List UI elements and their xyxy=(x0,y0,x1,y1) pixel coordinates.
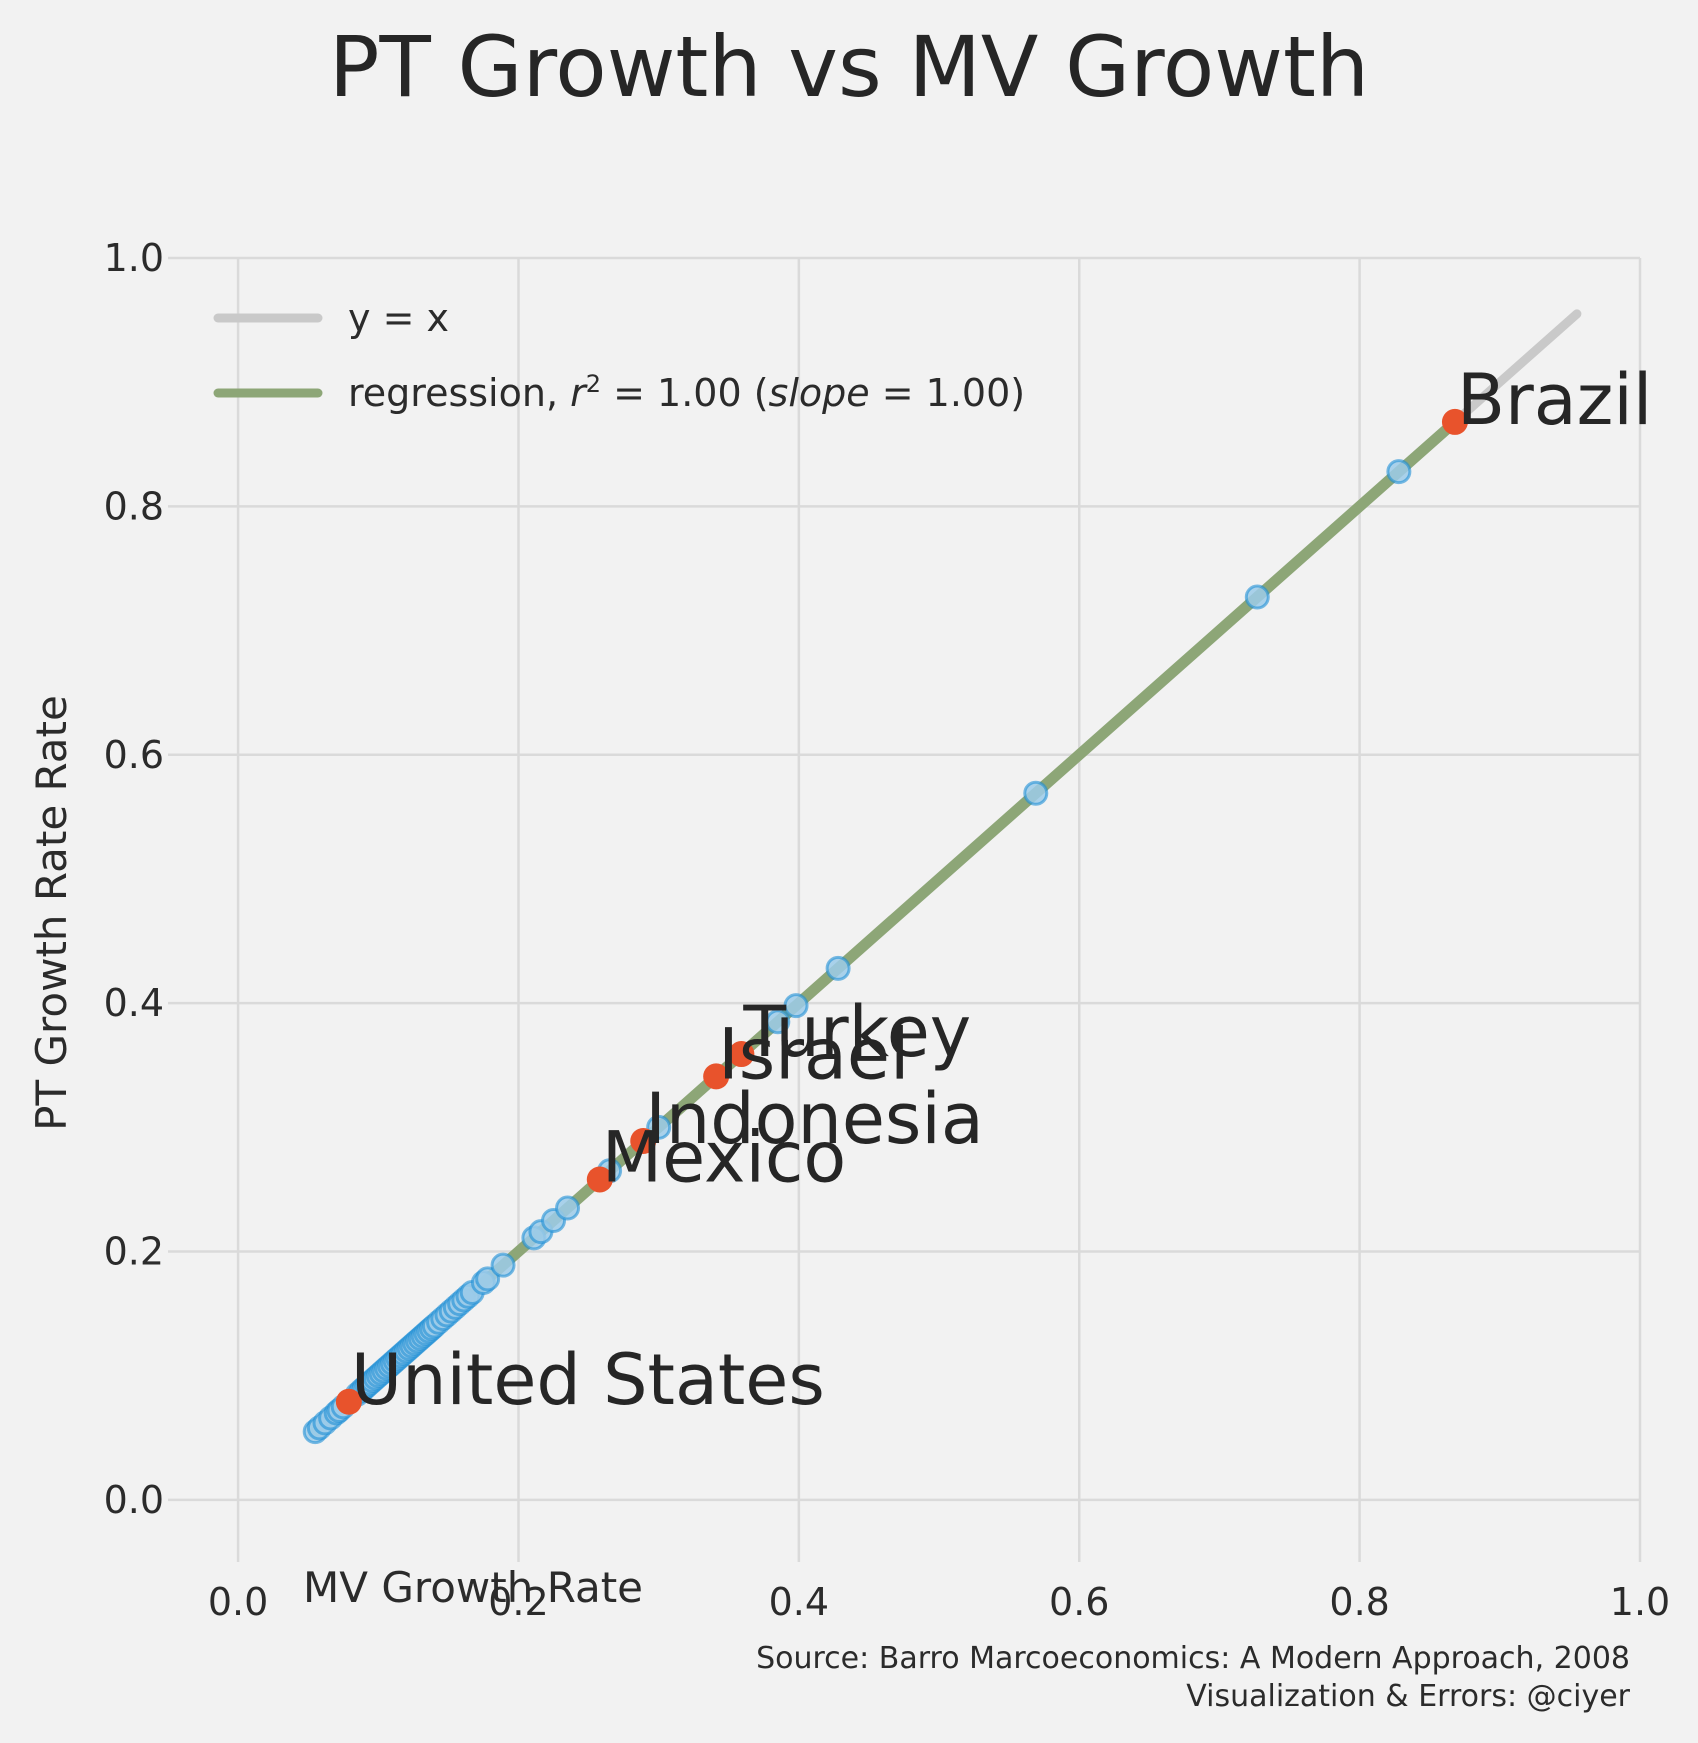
points xyxy=(302,408,1468,1445)
x-tick-label: 0.4 xyxy=(769,1580,829,1624)
data-point xyxy=(1386,459,1412,485)
country-label: Brazil xyxy=(1457,359,1652,441)
data-point xyxy=(555,1195,581,1221)
x-tick-label: 0.8 xyxy=(1329,1580,1389,1624)
country-label: Turkey xyxy=(742,991,971,1073)
annotations: United States MexicoIndonesiaIsraelTurkey… xyxy=(351,359,1652,1421)
data-point xyxy=(1023,780,1049,806)
y-tick-label: 1.0 xyxy=(104,236,164,280)
legend-slope-value: = 1.00) xyxy=(870,371,1025,415)
y-tick-label: 0.6 xyxy=(104,733,164,777)
legend-regression-label: regression, r2 = 1.00 (slope = 1.00) xyxy=(348,370,1025,415)
y-tick-label: 0.0 xyxy=(104,1478,164,1522)
x-tick-label: 0.0 xyxy=(208,1580,268,1624)
legend-r2-value: = 1.00 ( xyxy=(601,371,769,415)
y-axis-label: PT Growth Rate Rate xyxy=(27,695,76,1131)
data-point xyxy=(475,1266,501,1292)
chart-title: PT Growth vs MV Growth xyxy=(329,18,1369,116)
country-label: Indonesia xyxy=(645,1078,984,1160)
x-tick-label: 0.2 xyxy=(488,1580,548,1624)
data-point xyxy=(490,1252,516,1278)
legend-r2-exp: 2 xyxy=(586,370,601,398)
source-line-2: Visualization & Errors: @ciyer xyxy=(1186,1679,1630,1714)
source-line-1: Source: Barro Marcoeconomics: A Modern A… xyxy=(756,1641,1630,1676)
legend-regression-prefix: regression, xyxy=(348,371,570,415)
highlighted-point xyxy=(335,1388,362,1415)
y-tick-label: 0.4 xyxy=(104,981,164,1025)
legend-identity-label: y = x xyxy=(348,296,449,340)
legend-r2-var: r xyxy=(570,371,588,415)
data-point xyxy=(825,955,851,981)
legend-slope-var: slope xyxy=(769,371,870,415)
highlighted-point xyxy=(630,1127,657,1154)
legend: y = x regression, r2 = 1.00 (slope = 1.0… xyxy=(213,296,1025,415)
data-point xyxy=(1244,584,1270,610)
country-label: Israel xyxy=(718,1013,909,1095)
highlighted-point xyxy=(586,1166,613,1193)
x-tick-label: 1.0 xyxy=(1610,1580,1670,1624)
x-axis-label: MV Growth Rate xyxy=(303,1563,643,1612)
highlighted-point xyxy=(728,1041,755,1068)
y-tick-label: 0.8 xyxy=(104,484,164,528)
ticks: 0.0 0.2 0.4 0.6 0.8 1.0 0.0 0.2 0.4 0.6 0.8 1.0 xyxy=(104,236,1671,1624)
highlighted-point xyxy=(1441,408,1468,435)
data-point xyxy=(765,1009,791,1035)
country-label: United States xyxy=(351,1339,825,1421)
x-tick-label: 0.6 xyxy=(1049,1580,1109,1624)
grid xyxy=(168,256,1642,1562)
data-point xyxy=(783,993,809,1019)
highlighted-point xyxy=(703,1063,730,1090)
y-tick-label: 0.2 xyxy=(104,1230,164,1274)
country-label: Mexico xyxy=(602,1116,846,1198)
